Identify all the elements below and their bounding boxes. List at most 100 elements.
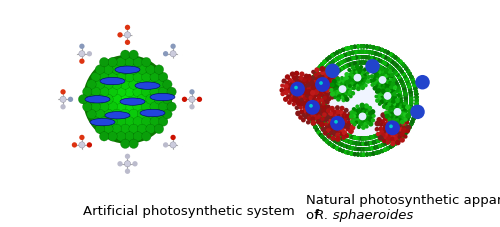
Circle shape (368, 51, 372, 55)
Circle shape (394, 105, 398, 109)
Circle shape (300, 101, 306, 107)
Circle shape (398, 99, 402, 103)
Circle shape (406, 128, 410, 132)
Circle shape (358, 110, 362, 114)
Circle shape (334, 72, 338, 76)
Circle shape (395, 101, 400, 106)
Circle shape (323, 130, 327, 134)
Circle shape (124, 117, 134, 127)
Circle shape (354, 56, 358, 60)
Circle shape (398, 120, 402, 124)
Circle shape (320, 114, 324, 118)
Circle shape (323, 105, 327, 109)
Circle shape (409, 93, 413, 97)
Circle shape (321, 70, 325, 74)
Circle shape (336, 63, 340, 67)
Circle shape (317, 96, 322, 101)
Circle shape (378, 144, 382, 148)
Circle shape (327, 71, 331, 76)
Circle shape (86, 95, 97, 105)
Circle shape (95, 110, 104, 119)
Circle shape (372, 76, 376, 80)
Circle shape (324, 86, 329, 90)
Circle shape (328, 62, 332, 67)
Circle shape (319, 122, 325, 128)
Circle shape (384, 68, 389, 73)
Circle shape (406, 70, 410, 74)
Circle shape (394, 64, 398, 68)
Circle shape (328, 122, 332, 127)
Circle shape (414, 105, 418, 110)
Circle shape (316, 80, 320, 84)
Circle shape (316, 67, 321, 71)
Circle shape (372, 86, 378, 91)
Circle shape (326, 73, 330, 78)
Circle shape (170, 51, 176, 58)
Circle shape (361, 137, 366, 141)
Circle shape (330, 130, 334, 134)
Circle shape (382, 130, 386, 134)
Circle shape (356, 71, 359, 75)
Circle shape (338, 62, 342, 66)
Circle shape (342, 125, 346, 130)
Circle shape (392, 70, 397, 74)
Circle shape (414, 99, 419, 103)
Circle shape (334, 133, 338, 137)
Circle shape (344, 150, 348, 155)
Circle shape (347, 58, 352, 62)
Circle shape (283, 97, 288, 102)
Circle shape (347, 140, 352, 144)
Circle shape (357, 137, 362, 141)
Circle shape (396, 140, 400, 144)
Circle shape (318, 94, 322, 98)
Circle shape (387, 65, 391, 69)
Circle shape (396, 114, 400, 118)
Circle shape (412, 84, 416, 88)
Circle shape (316, 118, 320, 122)
Circle shape (322, 96, 327, 100)
Circle shape (314, 115, 318, 120)
Circle shape (323, 131, 328, 136)
Circle shape (360, 56, 364, 60)
Circle shape (398, 116, 402, 119)
Circle shape (346, 64, 351, 68)
Circle shape (313, 72, 318, 77)
Circle shape (322, 118, 326, 122)
Circle shape (86, 80, 96, 90)
Circle shape (326, 64, 330, 68)
Circle shape (344, 95, 348, 99)
Circle shape (354, 115, 359, 119)
Circle shape (333, 91, 338, 96)
Circle shape (326, 124, 330, 129)
Circle shape (388, 99, 392, 104)
Circle shape (312, 107, 316, 111)
Circle shape (380, 67, 384, 71)
Circle shape (316, 109, 322, 115)
Circle shape (304, 80, 308, 84)
Circle shape (346, 89, 350, 94)
Circle shape (404, 101, 408, 106)
Circle shape (328, 79, 332, 83)
Circle shape (404, 78, 408, 82)
Circle shape (328, 62, 332, 67)
Circle shape (349, 135, 353, 139)
Circle shape (408, 107, 412, 111)
Circle shape (334, 126, 338, 130)
Circle shape (350, 46, 354, 50)
Circle shape (391, 94, 396, 98)
Circle shape (312, 91, 316, 95)
Circle shape (335, 77, 340, 82)
Circle shape (365, 60, 380, 74)
Circle shape (398, 138, 402, 142)
Circle shape (370, 136, 374, 140)
Circle shape (364, 56, 368, 60)
Circle shape (398, 93, 402, 97)
Circle shape (376, 64, 380, 69)
Circle shape (79, 51, 85, 58)
Circle shape (330, 110, 336, 116)
Circle shape (352, 115, 356, 119)
Circle shape (338, 114, 342, 118)
Circle shape (334, 133, 338, 137)
Circle shape (387, 133, 391, 137)
Circle shape (318, 75, 322, 79)
